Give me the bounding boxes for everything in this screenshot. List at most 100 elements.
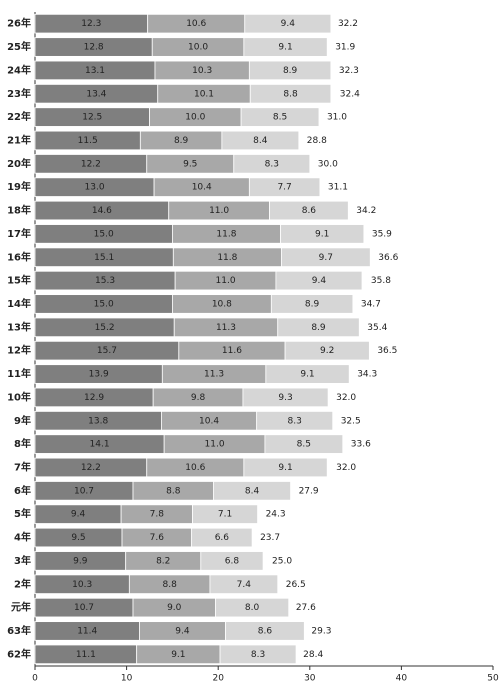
value-label: 11.1 — [76, 650, 96, 660]
bar-segment — [265, 364, 350, 384]
value-label: 15.0 — [94, 229, 114, 239]
category-label: 16年 — [7, 250, 31, 263]
value-label: 8.3 — [265, 159, 279, 169]
value-label: 9.4 — [71, 510, 86, 520]
value-label: 8.9 — [283, 66, 298, 76]
value-label: 13.4 — [86, 89, 106, 99]
total-label: 29.3 — [311, 626, 331, 636]
value-label: 9.1 — [300, 370, 314, 380]
value-label: 7.4 — [237, 580, 252, 590]
bar-segment — [249, 84, 332, 104]
bar-segment — [215, 597, 290, 618]
category-label: 2年 — [14, 577, 31, 590]
value-label: 10.4 — [192, 183, 212, 193]
total-label: 36.5 — [377, 346, 397, 356]
value-label: 10.3 — [192, 66, 212, 76]
category-label: 11年 — [7, 367, 31, 380]
value-label: 9.8 — [191, 393, 206, 403]
value-label: 9.0 — [167, 603, 182, 613]
category-label: 17年 — [7, 227, 31, 240]
value-label: 8.5 — [297, 440, 311, 450]
total-label: 31.0 — [327, 113, 347, 123]
value-label: 8.2 — [156, 556, 170, 566]
bar-segment — [280, 224, 365, 244]
value-label: 7.6 — [150, 533, 165, 543]
bar-segment — [281, 247, 371, 267]
value-label: 15.0 — [94, 299, 114, 309]
value-label: 10.1 — [194, 89, 214, 99]
category-label: 25年 — [7, 40, 31, 53]
category-label: 元年 — [11, 601, 31, 614]
value-label: 11.3 — [216, 323, 236, 333]
value-label: 8.3 — [288, 416, 302, 426]
value-label: 9.4 — [175, 626, 190, 636]
total-label: 34.7 — [361, 299, 381, 309]
value-label: 9.3 — [278, 393, 292, 403]
bar-segment — [277, 317, 360, 338]
category-label: 20年 — [7, 157, 31, 170]
bar-segment — [270, 294, 354, 314]
value-label: 10.7 — [74, 603, 94, 613]
bar-segment — [248, 60, 332, 81]
total-label: 35.9 — [372, 229, 392, 239]
bar-segment — [243, 457, 328, 478]
value-label: 8.0 — [245, 603, 260, 613]
value-label: 10.0 — [185, 113, 205, 123]
value-label: 8.3 — [251, 650, 265, 660]
value-label: 11.0 — [209, 206, 229, 216]
value-label: 12.2 — [81, 159, 101, 169]
value-label: 15.7 — [97, 346, 117, 356]
total-label: 25.0 — [272, 556, 292, 566]
category-label: 7年 — [14, 460, 31, 473]
value-label: 7.8 — [150, 510, 165, 520]
category-label: 6年 — [14, 484, 31, 497]
total-label: 32.0 — [336, 463, 356, 473]
category-label: 63年 — [7, 624, 31, 637]
x-tick-label: 20 — [212, 674, 224, 684]
bar-segment — [256, 411, 334, 431]
bar-segment — [233, 154, 311, 174]
value-label: 10.0 — [188, 43, 208, 53]
value-label: 10.7 — [74, 486, 94, 496]
total-label: 32.0 — [336, 393, 356, 403]
bar-segment — [200, 551, 264, 571]
value-label: 14.1 — [90, 440, 110, 450]
value-label: 9.1 — [315, 229, 329, 239]
category-label: 15年 — [7, 274, 31, 287]
total-label: 36.6 — [378, 253, 398, 263]
value-label: 8.4 — [253, 136, 268, 146]
value-label: 11.0 — [216, 276, 236, 286]
value-label: 13.9 — [89, 370, 109, 380]
value-label: 15.1 — [94, 253, 114, 263]
value-label: 10.3 — [72, 580, 92, 590]
value-label: 15.2 — [95, 323, 115, 333]
value-label: 12.2 — [81, 463, 101, 473]
x-tick-label: 10 — [121, 674, 133, 684]
category-label: 10年 — [7, 390, 31, 403]
value-label: 12.5 — [82, 113, 102, 123]
value-label: 11.0 — [205, 440, 225, 450]
value-label: 11.3 — [204, 370, 224, 380]
total-label: 35.8 — [371, 276, 391, 286]
total-label: 34.3 — [357, 370, 377, 380]
total-label: 30.0 — [318, 159, 338, 169]
total-label: 24.3 — [266, 510, 286, 520]
category-label: 4年 — [14, 531, 31, 544]
value-label: 8.8 — [166, 486, 181, 496]
x-tick-label: 30 — [304, 674, 316, 684]
value-label: 13.8 — [88, 416, 108, 426]
value-label: 10.6 — [186, 19, 206, 29]
bar-segment — [225, 621, 305, 641]
value-label: 8.9 — [311, 323, 326, 333]
value-label: 12.9 — [84, 393, 104, 403]
value-label: 13.0 — [85, 183, 105, 193]
x-tick-label: 40 — [396, 674, 408, 684]
total-label: 33.6 — [351, 440, 371, 450]
total-label: 32.2 — [338, 19, 358, 29]
category-label: 23年 — [7, 87, 31, 100]
category-label: 19年 — [7, 180, 31, 193]
category-label: 5年 — [14, 507, 31, 520]
total-label: 26.5 — [286, 580, 306, 590]
category-label: 8年 — [14, 437, 31, 450]
